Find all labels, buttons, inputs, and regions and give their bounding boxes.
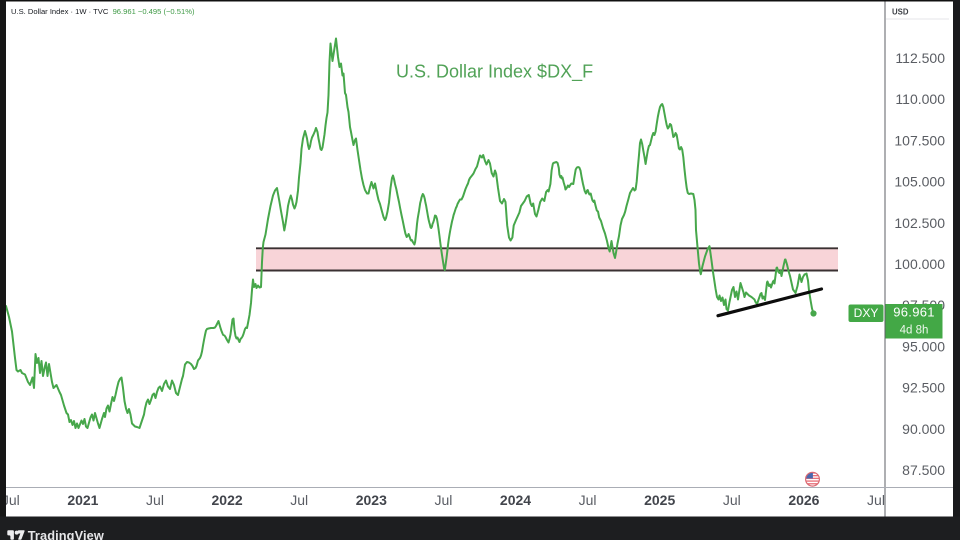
- svg-text:U.S. Dollar Index $DX_F: U.S. Dollar Index $DX_F: [396, 61, 593, 82]
- svg-text:112.500: 112.500: [895, 50, 945, 66]
- svg-text:TradingView: TradingView: [28, 528, 104, 540]
- svg-text:87.500: 87.500: [902, 462, 945, 478]
- svg-text:Jul: Jul: [867, 492, 885, 508]
- svg-text:92.500: 92.500: [902, 380, 945, 396]
- svg-text:Jul: Jul: [434, 492, 452, 508]
- svg-text:110.000: 110.000: [895, 91, 945, 107]
- svg-text:Jul: Jul: [290, 492, 308, 508]
- svg-text:U.S. Dollar Index · 1W · TVC: U.S. Dollar Index · 1W · TVC 96.961 −0.4…: [11, 7, 195, 16]
- svg-text:Jul: Jul: [579, 492, 597, 508]
- svg-text:100.000: 100.000: [894, 256, 945, 272]
- svg-text:107.500: 107.500: [894, 132, 945, 148]
- svg-text:90.000: 90.000: [902, 421, 945, 437]
- svg-text:2026: 2026: [788, 492, 819, 508]
- svg-text:2023: 2023: [356, 492, 387, 508]
- svg-text:2021: 2021: [67, 492, 98, 508]
- svg-text:4d 8h: 4d 8h: [900, 324, 929, 336]
- svg-text:2024: 2024: [500, 492, 531, 508]
- svg-text:USD: USD: [892, 8, 909, 17]
- svg-text:2025: 2025: [644, 492, 675, 508]
- svg-text:96.961: 96.961: [893, 304, 935, 319]
- svg-text:95.000: 95.000: [902, 338, 945, 354]
- svg-text:105.000: 105.000: [894, 174, 945, 190]
- svg-text:102.500: 102.500: [894, 215, 945, 231]
- svg-text:Jul: Jul: [723, 492, 741, 508]
- svg-text:DXY: DXY: [854, 306, 879, 320]
- svg-text:Jul: Jul: [2, 492, 20, 508]
- svg-text:2022: 2022: [212, 492, 243, 508]
- svg-text:Jul: Jul: [146, 492, 164, 508]
